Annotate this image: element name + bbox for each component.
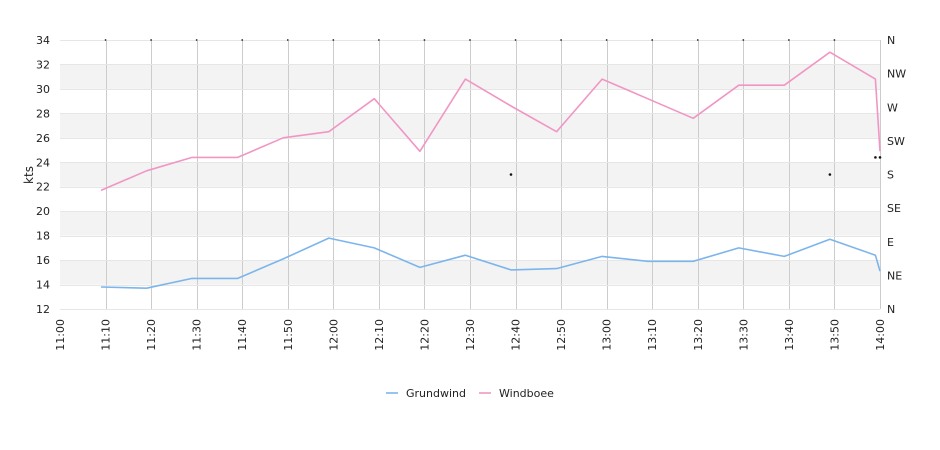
legend-item-grundwind[interactable]: Grundwind	[406, 387, 466, 400]
top-direction-dots	[104, 39, 836, 41]
y2-tick-label: NW	[887, 68, 906, 81]
x-tick-label: 11:30	[191, 319, 204, 351]
top-dot	[377, 39, 380, 41]
x-tick-label: 13:30	[737, 319, 750, 351]
direction-marker	[828, 173, 832, 176]
x-tick-label: 11:40	[236, 319, 249, 351]
y-tick-label: 28	[36, 107, 50, 120]
top-dot	[423, 39, 426, 41]
x-tick-label: 11:20	[145, 319, 158, 351]
y-axis-title: kts	[22, 166, 36, 184]
top-dot	[742, 39, 745, 41]
top-dot	[195, 39, 198, 41]
top-dot	[241, 39, 244, 41]
direction-marker	[509, 173, 513, 176]
x-tick-label: 12:00	[327, 319, 340, 351]
x-tick-label: 13:40	[783, 319, 796, 351]
series-lines	[100, 51, 881, 290]
y-tick-label: 22	[36, 181, 50, 194]
direction-marker	[874, 156, 877, 159]
y-tick-label: 20	[36, 205, 50, 218]
y2-tick-label: SE	[887, 202, 901, 215]
direction-markers	[509, 156, 882, 176]
top-dot	[104, 39, 107, 41]
x-tick-label: 13:20	[692, 319, 705, 351]
y2-axis-labels: N NE E SE S SW W NW N	[887, 34, 906, 316]
top-dot	[833, 39, 836, 41]
x-tick-label: 13:10	[646, 319, 659, 351]
x-tick-label: 11:10	[100, 319, 113, 351]
legend: Grundwind Windboee	[386, 387, 554, 400]
y-axis-labels: 12 14 16 18 20 22 24 26 28 30 32 34	[36, 34, 50, 316]
y2-tick-label: S	[887, 169, 894, 182]
y-tick-label: 12	[36, 303, 50, 316]
x-tick-label: 12:40	[510, 319, 523, 351]
top-dot	[150, 39, 153, 41]
series-line-windboee	[100, 51, 881, 192]
top-dot	[787, 39, 790, 41]
top-dot	[651, 39, 654, 41]
series-line-grundwind	[100, 237, 881, 290]
top-dot	[605, 39, 608, 41]
top-dot	[286, 39, 289, 41]
y2-tick-label: N	[887, 34, 895, 47]
x-tick-label: 12:30	[464, 319, 477, 351]
y-tick-label: 24	[36, 156, 50, 169]
y-tick-label: 30	[36, 83, 50, 96]
vertical-grid	[106, 40, 881, 309]
y2-tick-label: SW	[887, 135, 905, 148]
direction-marker	[878, 156, 882, 159]
x-tick-label: 11:00	[54, 319, 67, 351]
x-tick-label: 12:10	[373, 319, 386, 351]
y2-tick-label: NE	[887, 269, 902, 282]
y-tick-label: 16	[36, 254, 50, 267]
y2-tick-label: W	[887, 101, 898, 114]
top-dot	[560, 39, 563, 41]
x-tick-label: 11:50	[282, 319, 295, 351]
x-tick-label: 13:50	[828, 319, 841, 351]
y-tick-label: 14	[36, 279, 50, 292]
y-tick-label: 26	[36, 132, 50, 145]
top-dot	[469, 39, 471, 41]
top-dot	[696, 39, 699, 41]
top-dot	[332, 39, 335, 41]
x-tick-label: 13:00	[601, 319, 614, 351]
y-tick-label: 34	[36, 34, 50, 47]
y-tick-label: 32	[36, 58, 50, 71]
x-tick-label: 12:20	[418, 319, 431, 351]
y2-tick-label: E	[887, 236, 894, 249]
top-dot	[514, 39, 517, 41]
x-tick-label: 14:00	[874, 319, 887, 351]
x-tick-label: 12:50	[555, 319, 568, 351]
legend-item-windboee[interactable]: Windboee	[499, 387, 554, 400]
x-axis-labels: 11:00 11:10 11:20 11:30 11:40 11:50 12:00 12:10…	[54, 319, 887, 351]
y-tick-label: 18	[36, 230, 50, 243]
y2-tick-label: N	[887, 303, 895, 316]
